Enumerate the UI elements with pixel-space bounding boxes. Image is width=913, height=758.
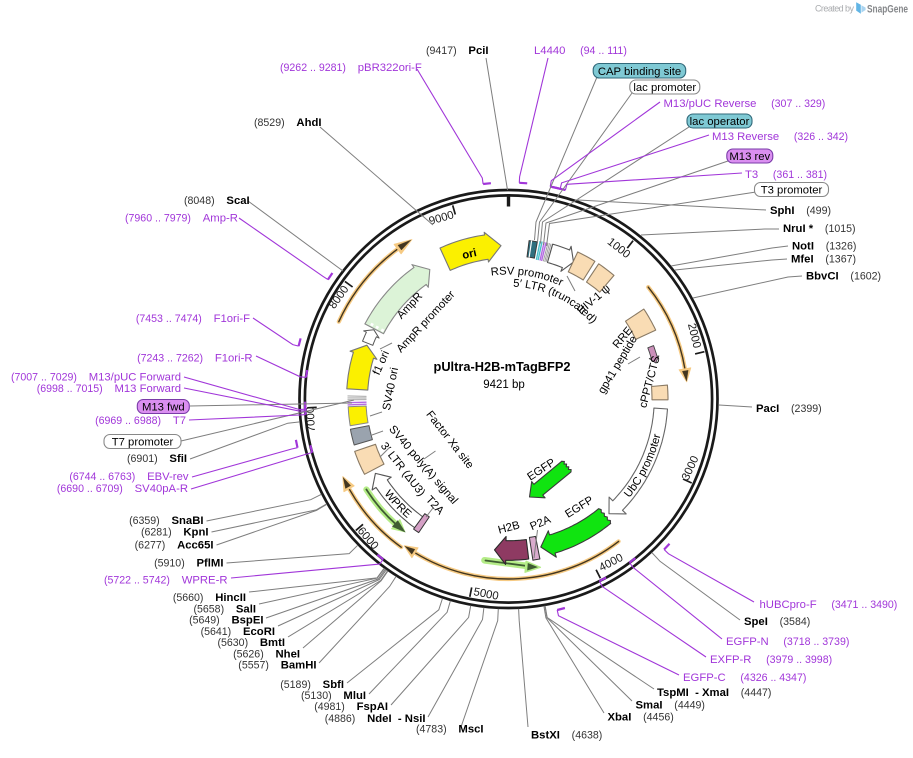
svg-text:(8529) AhdI: (8529) AhdI bbox=[254, 117, 322, 129]
svg-text:T3 promoter: T3 promoter bbox=[761, 185, 823, 197]
svg-text:(5658) SalI: (5658) SalI bbox=[193, 604, 256, 616]
svg-text:(4981) FspAI: (4981) FspAI bbox=[314, 701, 388, 713]
svg-text:(4783) MscI: (4783) MscI bbox=[416, 724, 484, 736]
svg-text:(5722 .. 5742) WPRE-R: (5722 .. 5742) WPRE-R bbox=[104, 575, 228, 587]
svg-text:(7007 .. 7029) M13/pUC Forw: (7007 .. 7029) M13/pUC Forward bbox=[11, 372, 181, 384]
svg-text:(6998 .. 7015) M13 Forward: (6998 .. 7015) M13 Forward bbox=[37, 383, 181, 395]
svg-text:(9262 .. 9281) pBR322ori-F: (9262 .. 9281) pBR322ori-F bbox=[280, 62, 422, 74]
svg-text:EGFP-C (4326 .. 4347): EGFP-C (4326 .. 4347) bbox=[683, 672, 806, 684]
svg-text:M13 fwd: M13 fwd bbox=[142, 402, 185, 414]
svg-text:(6281) KpnI: (6281) KpnI bbox=[141, 527, 209, 539]
svg-text:(5626) NheI: (5626) NheI bbox=[233, 649, 300, 661]
svg-text:(5910) PflMI: (5910) PflMI bbox=[154, 558, 223, 570]
svg-text:L4440 (94 .. 111): L4440 (94 .. 111) bbox=[534, 45, 627, 57]
svg-text:(6901) SfiI: (6901) SfiI bbox=[127, 453, 187, 465]
svg-text:(7453 .. 7474) F1ori-F: (7453 .. 7474) F1ori-F bbox=[136, 313, 250, 325]
svg-text:(6969 .. 6988) T7: (6969 .. 6988) T7 bbox=[95, 415, 186, 427]
svg-text:(5641) EcoRI: (5641) EcoRI bbox=[201, 626, 275, 638]
svg-text:(5130) MluI: (5130) MluI bbox=[301, 690, 366, 702]
svg-text:(7960 .. 7979) Amp-R: (7960 .. 7979) Amp-R bbox=[125, 213, 238, 225]
svg-text:PacI (2399): PacI (2399) bbox=[756, 403, 822, 415]
svg-text:SmaI (4449): SmaI (4449) bbox=[636, 700, 705, 712]
svg-text:(6744 .. 6763) EBV-rev: (6744 .. 6763) EBV-rev bbox=[69, 471, 189, 483]
svg-text:M13 Reverse (326 .. 342): M13 Reverse (326 .. 342) bbox=[712, 131, 848, 143]
svg-text:CAP binding site: CAP binding site bbox=[598, 66, 681, 78]
svg-text:(5630) BmtI: (5630) BmtI bbox=[217, 637, 285, 649]
svg-text:(6359) SnaBI: (6359) SnaBI bbox=[129, 515, 203, 527]
svg-text:NotI (1326): NotI (1326) bbox=[792, 241, 856, 253]
svg-text:(4886) NdeI - NsiI: (4886) NdeI - NsiI bbox=[325, 713, 426, 725]
svg-text:T7 promoter: T7 promoter bbox=[112, 437, 174, 449]
svg-text:(5557) BamHI: (5557) BamHI bbox=[238, 660, 316, 672]
svg-text:Created by: Created by bbox=[815, 4, 855, 14]
svg-text:T3 (361 .. 381): T3 (361 .. 381) bbox=[745, 169, 827, 181]
svg-text:SphI (499): SphI (499) bbox=[770, 205, 831, 217]
svg-text:BstXI (4638): BstXI (4638) bbox=[531, 730, 602, 742]
svg-text:XbaI (4456): XbaI (4456) bbox=[608, 712, 674, 724]
svg-text:pUltra-H2B-mTagBFP2: pUltra-H2B-mTagBFP2 bbox=[434, 359, 571, 374]
svg-text:(8048) ScaI: (8048) ScaI bbox=[184, 195, 250, 207]
svg-text:M13/pUC Reverse (307 .. 32: M13/pUC Reverse (307 .. 329) bbox=[664, 98, 826, 110]
svg-text:SpeI (3584): SpeI (3584) bbox=[744, 616, 810, 628]
svg-text:(5649) BspEI: (5649) BspEI bbox=[189, 615, 263, 627]
svg-text:EXFP-R (3979 .. 3998): EXFP-R (3979 .. 3998) bbox=[710, 654, 832, 666]
svg-text:(9417) PciI: (9417) PciI bbox=[426, 45, 489, 57]
svg-text:M13 rev: M13 rev bbox=[729, 151, 770, 163]
svg-text:NruI * (1015): NruI * (1015) bbox=[783, 223, 856, 235]
svg-text:(6690 .. 6709) SV40pA-R: (6690 .. 6709) SV40pA-R bbox=[57, 483, 188, 495]
svg-text:MfeI (1367): MfeI (1367) bbox=[791, 254, 856, 266]
svg-text:(7243 .. 7262) F1ori-R: (7243 .. 7262) F1ori-R bbox=[137, 353, 252, 365]
svg-text:TspMI - XmaI (4447): TspMI - XmaI (4447) bbox=[657, 687, 771, 699]
svg-text:9421 bp: 9421 bp bbox=[483, 379, 525, 391]
svg-text:(5189) SbfI: (5189) SbfI bbox=[280, 679, 344, 691]
svg-text:SnapGene: SnapGene bbox=[867, 4, 908, 16]
svg-text:EGFP-N (3718 .. 3739): EGFP-N (3718 .. 3739) bbox=[726, 636, 849, 648]
svg-text:BbvCI (1602): BbvCI (1602) bbox=[806, 271, 881, 283]
svg-text:lac operator: lac operator bbox=[690, 116, 750, 128]
svg-text:lac promoter: lac promoter bbox=[633, 82, 696, 94]
svg-text:(5660) HincII: (5660) HincII bbox=[173, 592, 246, 604]
svg-text:(6277) Acc65I: (6277) Acc65I bbox=[135, 540, 214, 552]
svg-text:hUBCpro-F (3471 .. 3490): hUBCpro-F (3471 .. 3490) bbox=[760, 599, 898, 611]
